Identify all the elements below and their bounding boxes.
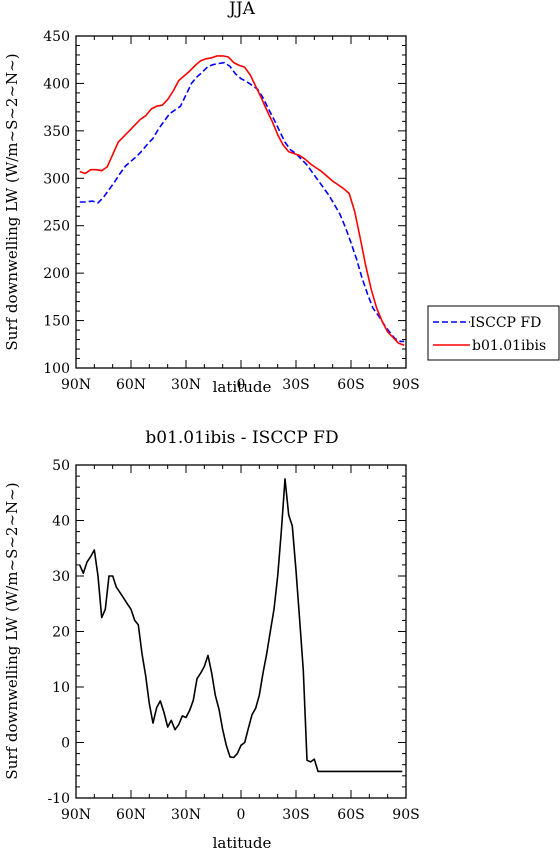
top-x-tick-label: 30S [282,377,309,393]
top-chart-title: JJA [227,0,256,19]
top-y-axis-label: Surf downwelling LW (W/m~S~2~N~) [3,53,21,350]
bottom-x-axis-label: latitude [213,834,272,851]
top-x-tick-label: 0 [237,377,246,393]
top-x-tick-label: 60S [337,377,364,393]
legend-label-isccp: ISCCP FD [470,315,541,331]
top-panel: JJA 90N 60N 30N 0 30S 60S 90S 100 150 200 250 300 35… [3,0,560,396]
bottom-y-axis-label: Surf downwelling LW (W/m~S~2~N~) [3,482,21,779]
bottom-y-tick-label: 50 [52,458,70,474]
top-y-tick-label: 350 [43,124,70,140]
top-y-tick-label: 300 [43,171,70,187]
bottom-panel: b01.01ibis - ISCCP FD 90N 60N 30N 0 30S 60S 90… [3,428,420,851]
top-x-tick-label: 90N [61,377,91,393]
bottom-series-line-0 [78,478,403,773]
top-y-tick-label: 150 [43,314,70,330]
top-y-tick-label: 450 [43,29,70,45]
top-y-tick-label: 400 [43,76,70,92]
bottom-axis-ticks: 90N 60N 30N 0 30S 60S 90S -10 0 10 20 30 40 50 [47,458,419,823]
top-y-tick-label: 200 [43,266,70,282]
top-x-tick-label: 30N [171,377,201,393]
bottom-y-tick-label: 20 [52,625,70,641]
bottom-y-tick-label: 30 [52,569,70,585]
bottom-y-tick-label: 40 [52,514,70,530]
bottom-x-tick-label: 90S [392,807,419,823]
top-x-tick-label: 90S [392,377,419,393]
bottom-x-tick-label: 60S [337,807,364,823]
top-plot-frame [75,35,407,369]
legend-box [427,305,560,361]
bottom-x-tick-label: 30N [171,807,201,823]
bottom-chart-title: b01.01ibis - ISCCP FD [145,428,338,448]
bottom-x-tick-label: 60N [116,807,146,823]
top-axis-ticks: 90N 60N 30N 0 30S 60S 90S 100 150 200 250 300 350 400… [43,29,419,393]
top-x-axis-label: latitude [213,378,272,396]
bottom-x-tick-label: 30S [282,807,309,823]
bottom-x-tick-label: 90N [61,807,91,823]
bottom-y-tick-label: -10 [47,791,70,807]
top-series-lines [79,55,405,346]
top-y-tick-label: 250 [43,219,70,235]
bottom-series-lines [78,478,403,773]
bottom-y-tick-label: 0 [61,736,70,752]
top-series-line-1 [79,55,405,346]
top-x-tick-label: 60N [116,377,146,393]
bottom-plot-frame [75,464,407,799]
top-series-line-0 [79,61,405,343]
legend: ISCCP FD b01.01ibis [427,305,560,361]
bottom-y-tick-label: 10 [52,680,70,696]
legend-label-b01: b01.01ibis [472,338,546,354]
top-y-tick-label: 100 [43,361,70,377]
bottom-x-tick-label: 0 [237,807,246,823]
